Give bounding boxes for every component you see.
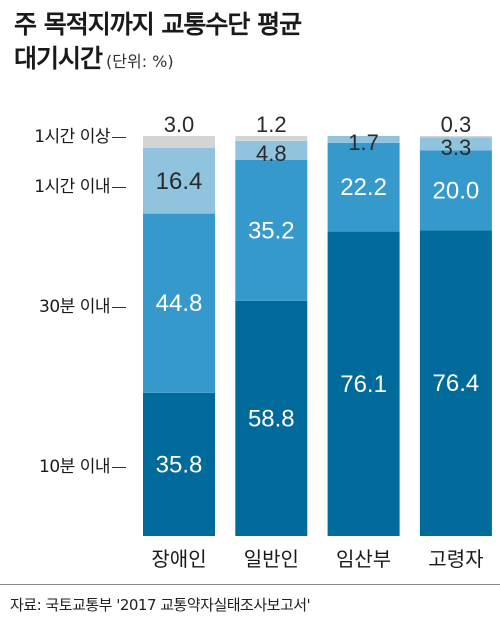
legend-over-1h-text: 1시간 이상 [34,127,110,147]
legend-within-1h: 1시간 이내 [0,172,126,197]
value-label-2-1: 22.2 [340,174,387,201]
title-line-1: 주 목적지까지 교통수단 평균 [14,10,302,39]
value-label-3-2: 3.3 [441,135,472,160]
bar-2-0 [327,231,400,536]
source-note: 자료: 국토교통부 '2017 교통약자실태조사보고서' [10,596,311,614]
value-label-2-2: 1.7 [348,130,379,155]
category-label-3: 고령자 [428,547,483,571]
bar-3-0 [419,230,492,536]
bar-1-2 [235,140,308,160]
value-label-1-0: 58.8 [248,405,295,432]
bar-2-1 [327,142,400,232]
value-label-0-0: 35.8 [156,451,203,478]
legend-over-1h: 1시간 이상 [0,122,126,147]
bar-3-3 [419,136,492,138]
legend-within-30m: 30분 이내 [0,292,126,317]
bar-1-1 [235,160,308,301]
bar-0-0 [143,392,215,536]
title-line-2: 대기시간 (단위: %) [14,42,301,79]
bar-0-3 [143,136,215,148]
value-label-3-1: 20.0 [433,177,480,204]
legend-within-10m-text: 10분 이내 [39,457,110,477]
category-label-2: 임산부 [336,547,391,571]
value-label-0-3: 3.0 [164,112,195,137]
category-label-1: 일반인 [244,547,299,571]
bar-2-2 [327,136,400,143]
legend-within-30m-text: 30분 이내 [39,297,110,317]
bar-0-2 [143,148,215,214]
value-label-2-0: 76.1 [340,371,387,398]
bar-3-2 [419,137,492,151]
value-label-0-1: 44.8 [156,290,203,317]
bar-3-1 [419,150,492,231]
chart-title: 주 목적지까지 교통수단 평균 대기시간 (단위: %) [14,8,302,79]
divider-line [0,584,500,585]
value-label-3-3: 0.3 [441,112,472,137]
bar-1-3 [235,136,308,141]
category-label-0: 장애인 [151,547,206,571]
value-label-1-1: 35.2 [248,217,295,244]
value-label-1-2: 4.8 [256,141,287,166]
value-label-1-3: 1.2 [256,112,287,137]
unit-label: (단위: %) [106,52,174,71]
legend-within-1h-text: 1시간 이내 [34,177,110,197]
title-line-2-text: 대기시간 [14,44,103,73]
value-label-0-2: 16.4 [156,168,203,195]
legend-within-10m: 10분 이내 [0,452,126,477]
bar-0-1 [143,213,215,393]
bar-1-0 [235,300,308,536]
value-label-3-0: 76.4 [433,370,480,397]
